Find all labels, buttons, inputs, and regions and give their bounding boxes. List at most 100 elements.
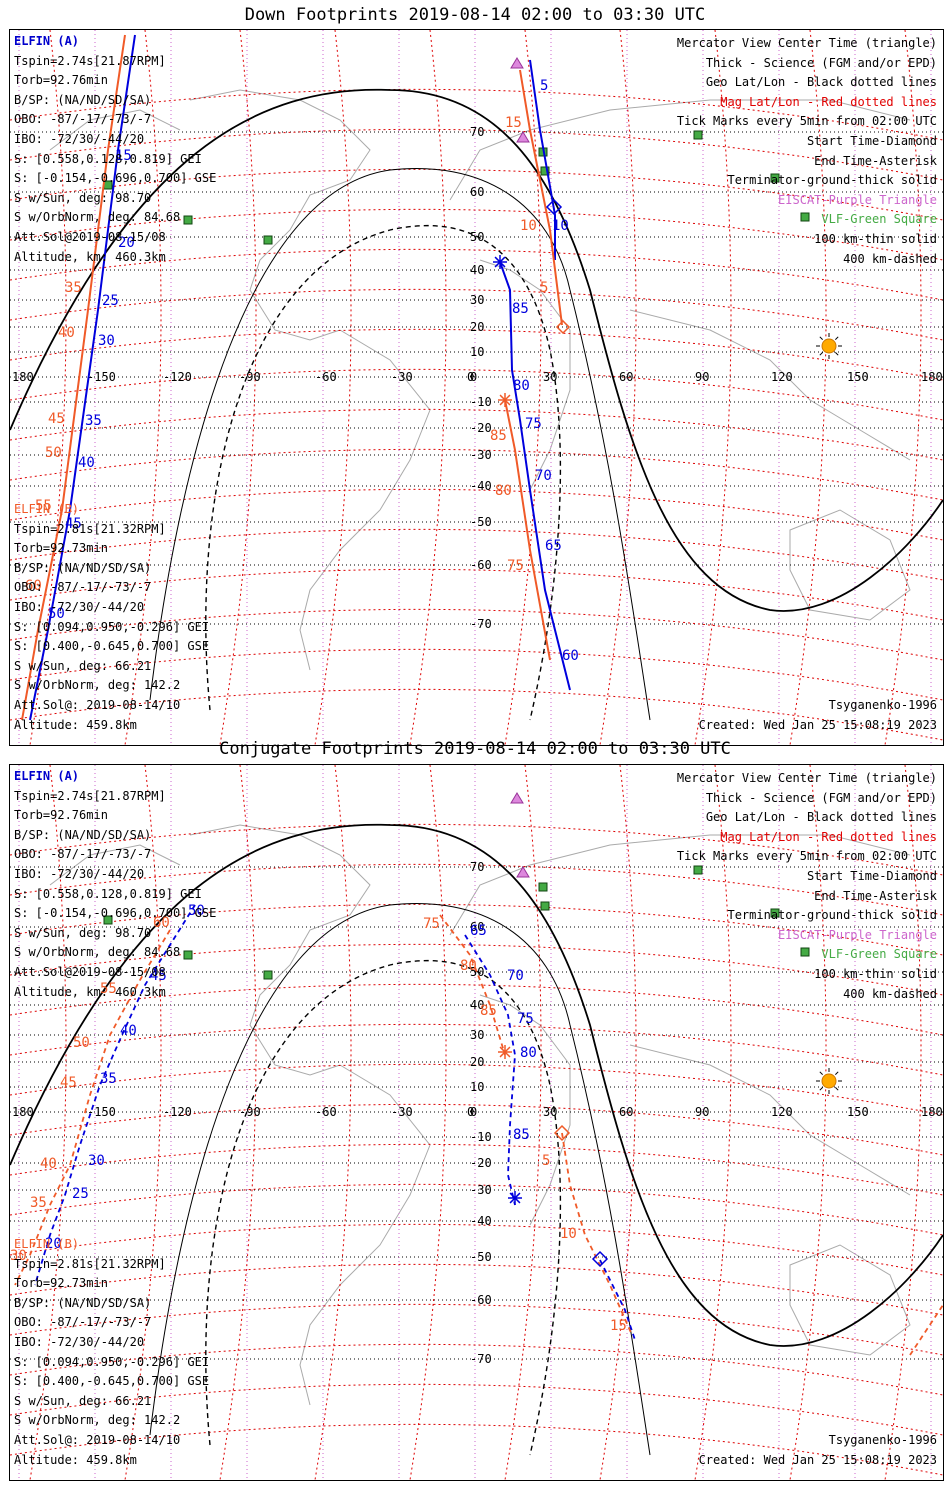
lat-label: 10 <box>470 1080 484 1094</box>
lat-label: -60 <box>470 558 492 572</box>
mag-lon-line <box>29 765 67 1480</box>
elfin-b-info-line: IBO: -72/30/-44/20 <box>14 599 145 614</box>
legend: Mercator View Center Time (triangle) Thic… <box>677 769 937 1004</box>
lon-label: 180 <box>12 370 34 384</box>
created-timestamp: Created: Wed Jan 25 15:08:19 2023 <box>698 718 937 732</box>
eiscat-triangle-icon <box>510 57 524 69</box>
lon-label: 150 <box>847 370 869 384</box>
legend-item: Start Time-Diamond <box>806 133 937 148</box>
legend-item: Thick - Science (FGM and/or EPD) <box>705 790 937 805</box>
mag-lon-line <box>694 765 732 1480</box>
mag-lat-line <box>10 1303 943 1356</box>
elfin-b-tick-label: 85 <box>490 428 507 444</box>
elfin-a-info-line: Torb=92.76min <box>14 73 108 88</box>
elfin-b-tick-label: 15 <box>610 1318 627 1334</box>
mag-lon-line <box>504 30 542 745</box>
elfin-b-info-line: S: [0.094,0.950,-0.296] GEI <box>14 1354 210 1369</box>
legend-item: 400 km-dashed <box>843 986 937 1001</box>
elfin-a-tick-label: 45 <box>65 516 82 532</box>
mag-grid <box>10 765 943 1480</box>
legend-item: Thick - Science (FGM and/or EPD) <box>705 55 937 70</box>
lat-label: -40 <box>470 479 492 493</box>
elfin-a-tick-label: 25 <box>72 1186 89 1202</box>
lat-label: 50 <box>470 230 484 244</box>
elfin-a-track-right-2 <box>599 1259 636 1341</box>
mag-lat-line <box>10 1063 943 1116</box>
elfin-a-info-line: Torb=92.76min <box>14 808 108 823</box>
legend-item: EISCAT-Purple Triangle <box>778 927 937 942</box>
legend-item: VLF-Green Square <box>821 212 937 227</box>
map-panel-down: 180 -150 -120 -90 -60 -30 0 30 60 90 120 150 180 70 60… <box>9 29 944 746</box>
vlf-square-icon <box>540 166 550 176</box>
elfin-a-tick-label: 30 <box>88 1153 105 1169</box>
elfin-a-info-line: S w/Sun, deg: 98.70 <box>14 190 152 205</box>
lon-label: -120 <box>163 1105 192 1119</box>
mag-lat-line <box>10 1423 943 1476</box>
coastline-0 <box>189 89 371 341</box>
elfin-a-info-line: S w/OrbNorm, deg: 84.68 <box>14 210 181 225</box>
elfin-a-info-line: Att.Sol@2019-08-15/08 <box>14 229 166 244</box>
elfin-a-info: ELFIN (A) Tspin=2.74s[21.87RPM] Torb=92.76… <box>14 32 216 267</box>
elfin-b-info-line: Altitude: 459.8km <box>14 717 137 732</box>
lon-label: 30 <box>543 370 557 384</box>
elfin-a-info-line: Tspin=2.74s[21.87RPM] <box>14 53 166 68</box>
coastline-2 <box>449 834 911 936</box>
elfin-b-info-line: S: [0.094,0.950,-0.296] GEI <box>14 619 210 634</box>
elfin-a-tick-label: 40 <box>78 455 95 471</box>
elfin-a-tick-label: 70 <box>507 968 524 984</box>
mag-lon-line <box>884 30 922 745</box>
elfin-a-tick-label: 80 <box>513 378 530 394</box>
vlf-square-icon <box>770 908 780 918</box>
elfin-b-tick-label: 35 <box>30 1195 47 1211</box>
mag-lon-line <box>314 30 352 745</box>
elfin-b-info-line: S w/Sun, deg: 66.21 <box>14 658 152 673</box>
end-asterisk-icon <box>498 1045 512 1059</box>
elfin-a-info-line: OBO: -87/-17/-73/-7 <box>14 847 152 862</box>
mag-lon-line <box>789 765 827 1480</box>
elfin-a-info-line: S: [-0.154,-0.696,0.700] GSE <box>14 906 217 921</box>
elfin-b-info: ELFIN (B) Tspin=2.81s[21.32RPM] Torb=92.73… <box>14 1235 209 1470</box>
mag-lon-line <box>694 30 732 745</box>
lat-label: -50 <box>470 1250 492 1264</box>
elfin-a-info-line: Att.Sol@2019-08-15/08 <box>14 964 166 979</box>
coastline-5 <box>789 509 911 621</box>
elfin-b-info-line: S w/OrbNorm, deg: 142.2 <box>14 678 181 693</box>
mag-lat-line <box>10 823 943 876</box>
mag-lat-line <box>10 288 943 341</box>
coastline-5 <box>789 1244 911 1356</box>
elfin-b-name: ELFIN (B) <box>14 502 80 516</box>
legend-item: Tick Marks every 5min from 02:00 UTC <box>676 849 937 864</box>
elfin-b-info-line: Torb=92.73min <box>14 1276 108 1291</box>
lat-label: 70 <box>470 125 484 139</box>
mag-lat-line <box>10 208 943 261</box>
vlf-square-icon <box>540 901 550 911</box>
elfin-b-tick-label: 5 <box>542 1153 550 1169</box>
created-timestamp: Created: Wed Jan 25 15:08:19 2023 <box>698 1453 937 1467</box>
elfin-a-info-line: S: [0.558,0.128,0.819] GEI <box>14 151 202 166</box>
elfin-b-tick-label: 80 <box>460 958 477 974</box>
elfin-b-info-line: S: [0.400,-0.645,0.700] GSE <box>14 639 210 654</box>
elfin-a-tick-label: 85 <box>512 301 529 317</box>
legend: Mercator View Center Time (triangle) Thic… <box>677 34 937 269</box>
elfin-b-tick-label: 85 <box>480 1003 497 1019</box>
elfin-a-tick-label: 5 <box>540 78 548 94</box>
sun-icon <box>816 333 842 359</box>
lat-label: -50 <box>470 515 492 529</box>
elfin-b-tick-label: 75 <box>507 558 524 574</box>
terminator-line <box>10 88 943 612</box>
legend-item: Terminator-ground-thick solid <box>727 173 937 188</box>
elfin-a-info-line: OBO: -87/-17/-73/-7 <box>14 112 152 127</box>
mag-lat-line <box>10 448 943 501</box>
legend-item: Mercator View Center Time (triangle) <box>676 36 937 50</box>
lon-label: -90 <box>239 370 261 384</box>
elfin-a-tick-label: 50 <box>48 606 65 622</box>
mag-lat-line <box>10 1343 943 1396</box>
elfin-b-tick-label: 75 <box>423 916 440 932</box>
legend-item: 400 km-dashed <box>843 251 937 266</box>
lat-label: 0 <box>470 1105 477 1119</box>
map-panel-conjugate: 180 -150 -120 -90 -60 -30 0 30 60 90 120 150 180 70 60… <box>9 764 944 1481</box>
mag-lat-line <box>10 1023 943 1076</box>
coastline-4 <box>629 1044 911 1196</box>
elfin-a-info-line: B/SP: (NA/ND/SD/SA) <box>14 92 152 107</box>
elfin-b-tick-label: 80 <box>495 483 512 499</box>
